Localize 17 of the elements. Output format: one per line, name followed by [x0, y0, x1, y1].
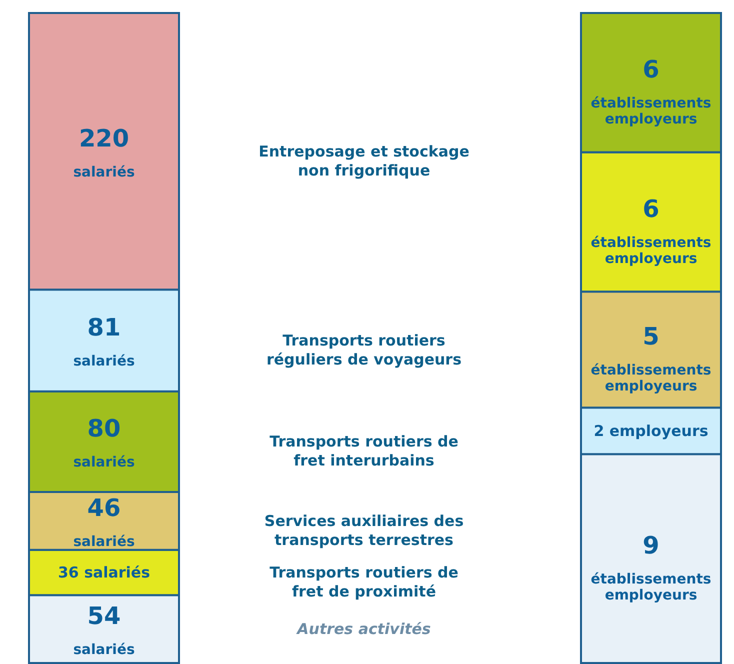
text: 81 salariés [73, 314, 135, 370]
text: Autres activités [296, 620, 431, 638]
data-label: 2 employeurs [594, 422, 708, 440]
text: Entreposage et stockage non frigorifique [258, 142, 470, 180]
text: 9 établissements employeurs [590, 532, 712, 604]
text: Transports routiers réguliers de voyageurs [266, 332, 462, 369]
text: 220 salariés [73, 124, 135, 180]
data-label: 36 salariés [58, 563, 150, 582]
text: Services auxiliaires des transports terrestres [264, 512, 464, 549]
text: 46 salariés [73, 494, 135, 550]
text: 6 établissements employeurs [590, 56, 712, 128]
text: 80 salariés [73, 414, 135, 471]
text: 54 salariés [73, 602, 135, 658]
text: Transports routiers de fret de proximité [270, 563, 458, 600]
text: 5 établissements employeurs [590, 322, 712, 395]
text: Transports routiers de fret interurbains [270, 432, 458, 470]
text: 6 établissements employeurs [590, 194, 712, 267]
